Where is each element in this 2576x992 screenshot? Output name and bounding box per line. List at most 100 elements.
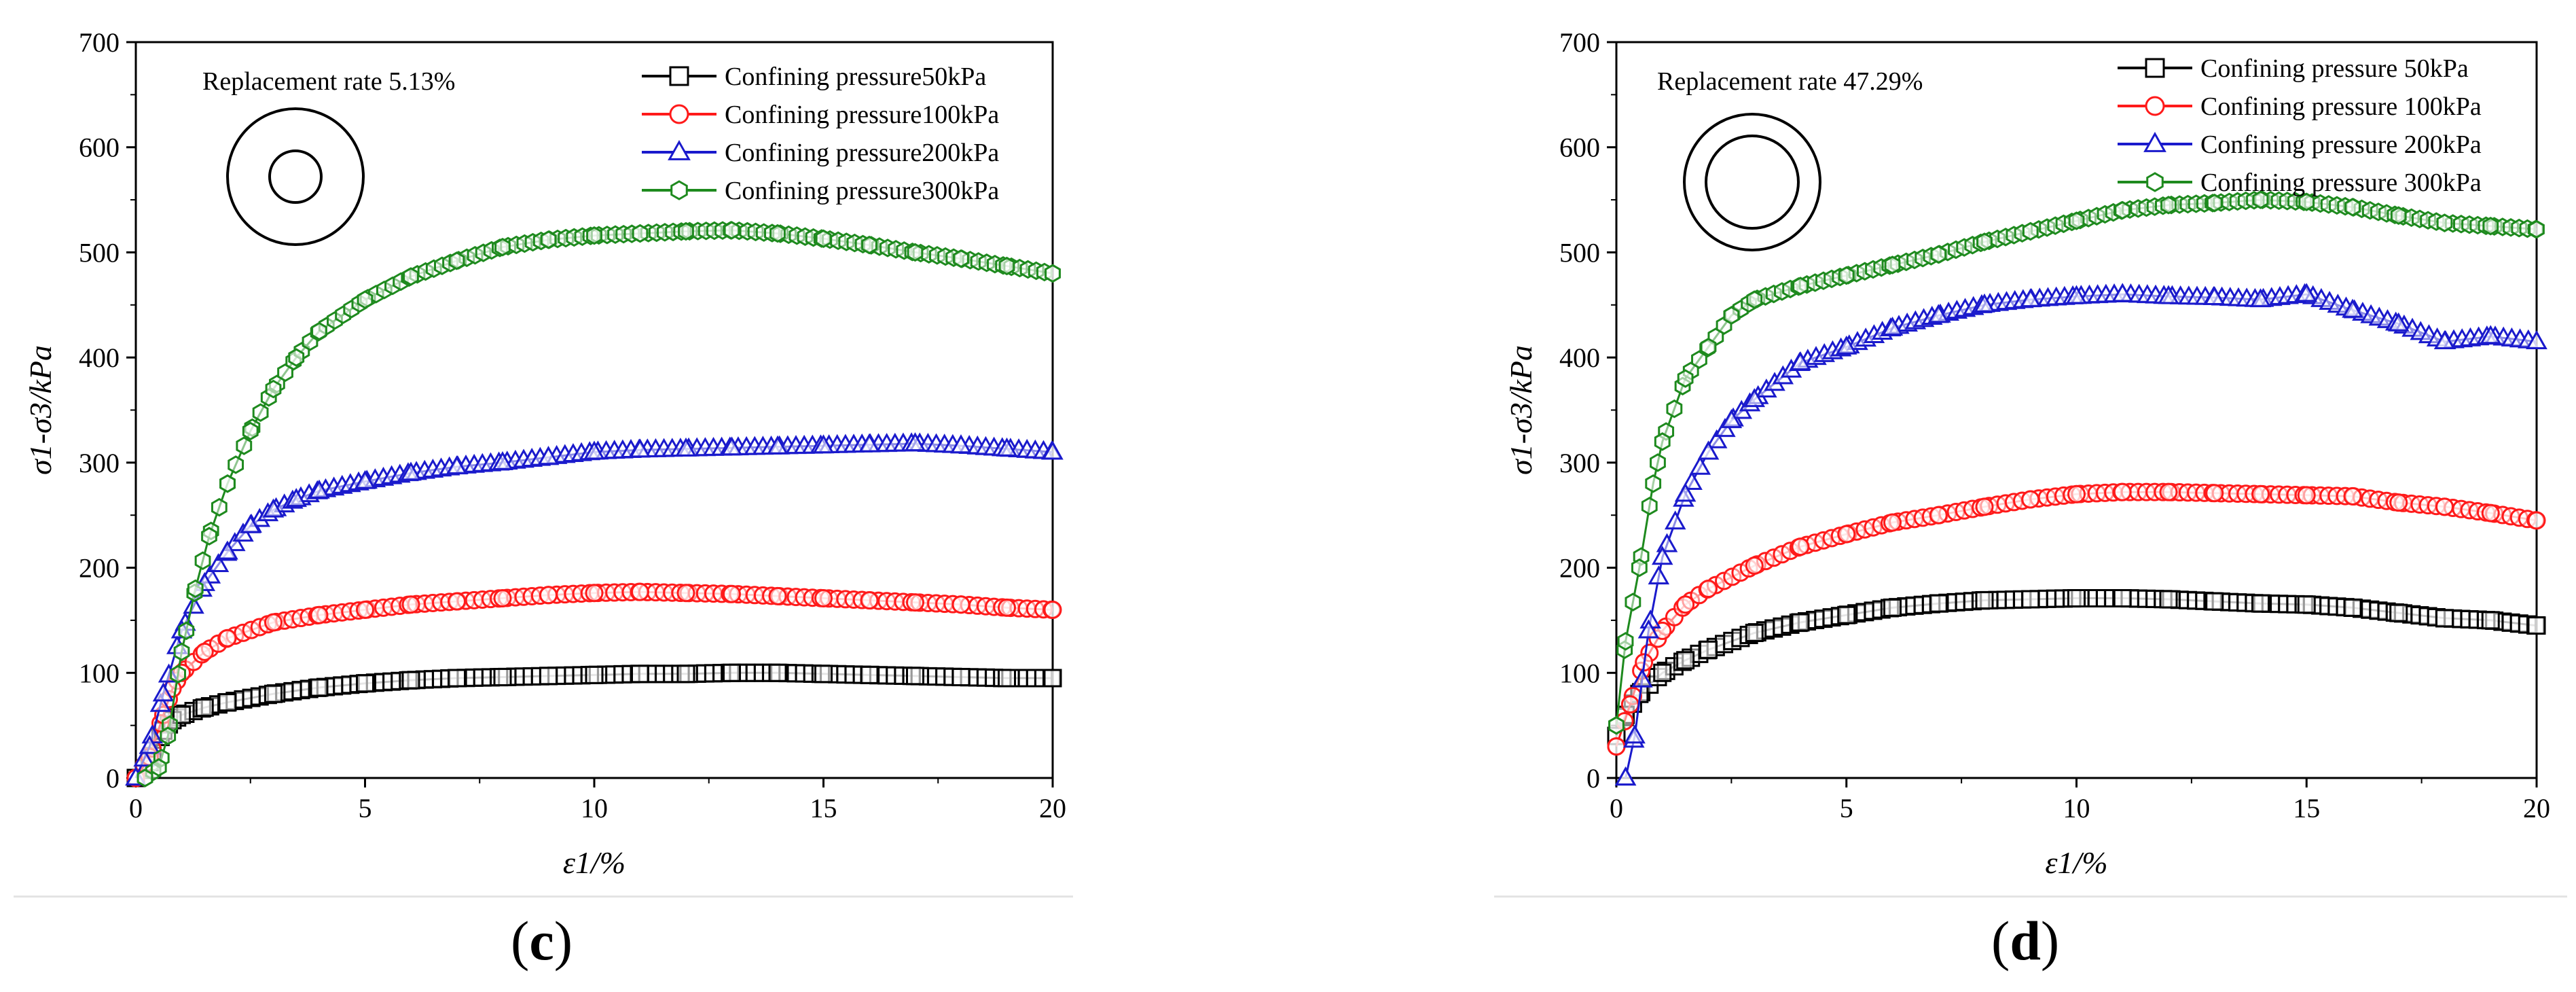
data-point	[1791, 537, 1810, 556]
data-point	[1930, 245, 1947, 264]
data-point	[998, 256, 1015, 276]
data-point	[814, 588, 833, 607]
data-point	[1883, 598, 1902, 617]
data-point	[1699, 580, 1718, 599]
data-point	[401, 671, 420, 690]
data-point	[1664, 510, 1686, 530]
data-point	[195, 698, 214, 717]
data-point	[2433, 330, 2456, 350]
data-point	[2387, 312, 2410, 332]
data-point	[539, 586, 558, 605]
data-point	[676, 665, 695, 684]
data-point	[150, 758, 167, 777]
x-tick-label: 0	[129, 793, 143, 823]
y-tick-label: 500	[1559, 237, 1600, 268]
y-tick-label: 700	[79, 27, 120, 58]
y-axis-label: σ1-σ3/kPa	[1504, 345, 1538, 475]
inset-outer-circle	[226, 107, 365, 246]
data-point	[768, 586, 787, 605]
replacement-rate-annotation: Replacement rate 47.29%	[1657, 67, 1923, 96]
data-point	[2251, 594, 2270, 613]
x-tick-label: 10	[2063, 793, 2090, 823]
inset-outer-circle	[1683, 113, 1821, 251]
data-point	[2528, 219, 2545, 239]
series-2	[1614, 283, 2547, 786]
data-point	[2021, 590, 2040, 609]
data-point	[285, 488, 308, 508]
data-point	[2022, 222, 2039, 241]
panel-label-d: (d)	[1991, 910, 2060, 972]
data-point	[1608, 715, 1625, 735]
data-point	[170, 665, 186, 684]
data-point	[1975, 497, 1994, 516]
data-point	[1624, 724, 1646, 744]
y-tick-label: 0	[1586, 763, 1600, 794]
data-point	[676, 584, 695, 603]
divider-left	[14, 896, 1073, 898]
legend-entry: Confining pressure 200kPa	[2200, 130, 2482, 159]
data-point	[1927, 304, 1950, 323]
data-point	[2297, 486, 2316, 505]
data-point	[1792, 277, 1809, 296]
data-point	[137, 768, 153, 787]
data-point	[858, 433, 880, 453]
legend-marker	[669, 104, 689, 124]
x-tick-label: 5	[1840, 793, 1853, 823]
data-point	[2344, 198, 2361, 217]
x-tick-label: 15	[2293, 793, 2320, 823]
data-point	[2342, 298, 2363, 318]
data-point	[149, 692, 172, 712]
data-point	[160, 726, 177, 745]
data-point	[236, 436, 253, 455]
data-point	[239, 514, 261, 533]
legend-entry: Confining pressure 50kPa	[2200, 54, 2469, 83]
data-point	[1681, 471, 1703, 491]
data-point	[585, 584, 604, 603]
data-point	[2252, 190, 2269, 209]
chart-0: 0 5 10 15 200100200300400500600700σ1-σ3/kPaε…	[23, 27, 1066, 880]
data-point	[1043, 600, 1062, 619]
data-point	[632, 224, 649, 243]
data-point	[2527, 511, 2546, 530]
data-point	[907, 243, 924, 262]
data-point	[133, 747, 155, 767]
data-point	[1929, 506, 1948, 525]
data-point	[218, 628, 237, 648]
y-tick-label: 600	[1559, 132, 1600, 163]
data-point	[860, 665, 879, 684]
data-point	[448, 669, 466, 688]
data-point	[1884, 255, 1901, 274]
data-point	[1745, 623, 1764, 642]
data-point	[262, 498, 285, 518]
data-point	[493, 588, 512, 607]
data-point	[1042, 440, 1064, 460]
x-tick-label: 15	[810, 793, 837, 823]
replacement-rate-annotation: Replacement rate 5.13%	[202, 67, 455, 96]
series-1	[126, 582, 1062, 787]
data-point	[288, 348, 305, 367]
data-point	[1700, 337, 1717, 357]
data-point	[768, 663, 787, 682]
data-point	[583, 440, 605, 460]
divider-right	[1494, 896, 2567, 898]
x-tick-label: 0	[1610, 793, 1623, 823]
data-point	[201, 527, 217, 546]
data-point	[2298, 192, 2315, 211]
data-point	[1677, 369, 1694, 388]
data-point	[2160, 196, 2177, 215]
data-point	[1045, 264, 1061, 283]
panel-label-c: (c)	[511, 910, 573, 972]
data-point	[1720, 409, 1743, 429]
data-point	[723, 584, 742, 603]
series-3	[137, 221, 1061, 787]
data-point	[1838, 266, 1855, 285]
legend-marker	[2145, 58, 2165, 78]
data-point	[310, 678, 329, 697]
y-tick-label: 600	[79, 132, 120, 163]
data-point	[446, 455, 468, 475]
data-point	[815, 229, 832, 249]
legend-marker	[670, 180, 688, 200]
data-point	[769, 224, 786, 243]
data-point	[218, 693, 237, 712]
data-point	[356, 600, 375, 619]
